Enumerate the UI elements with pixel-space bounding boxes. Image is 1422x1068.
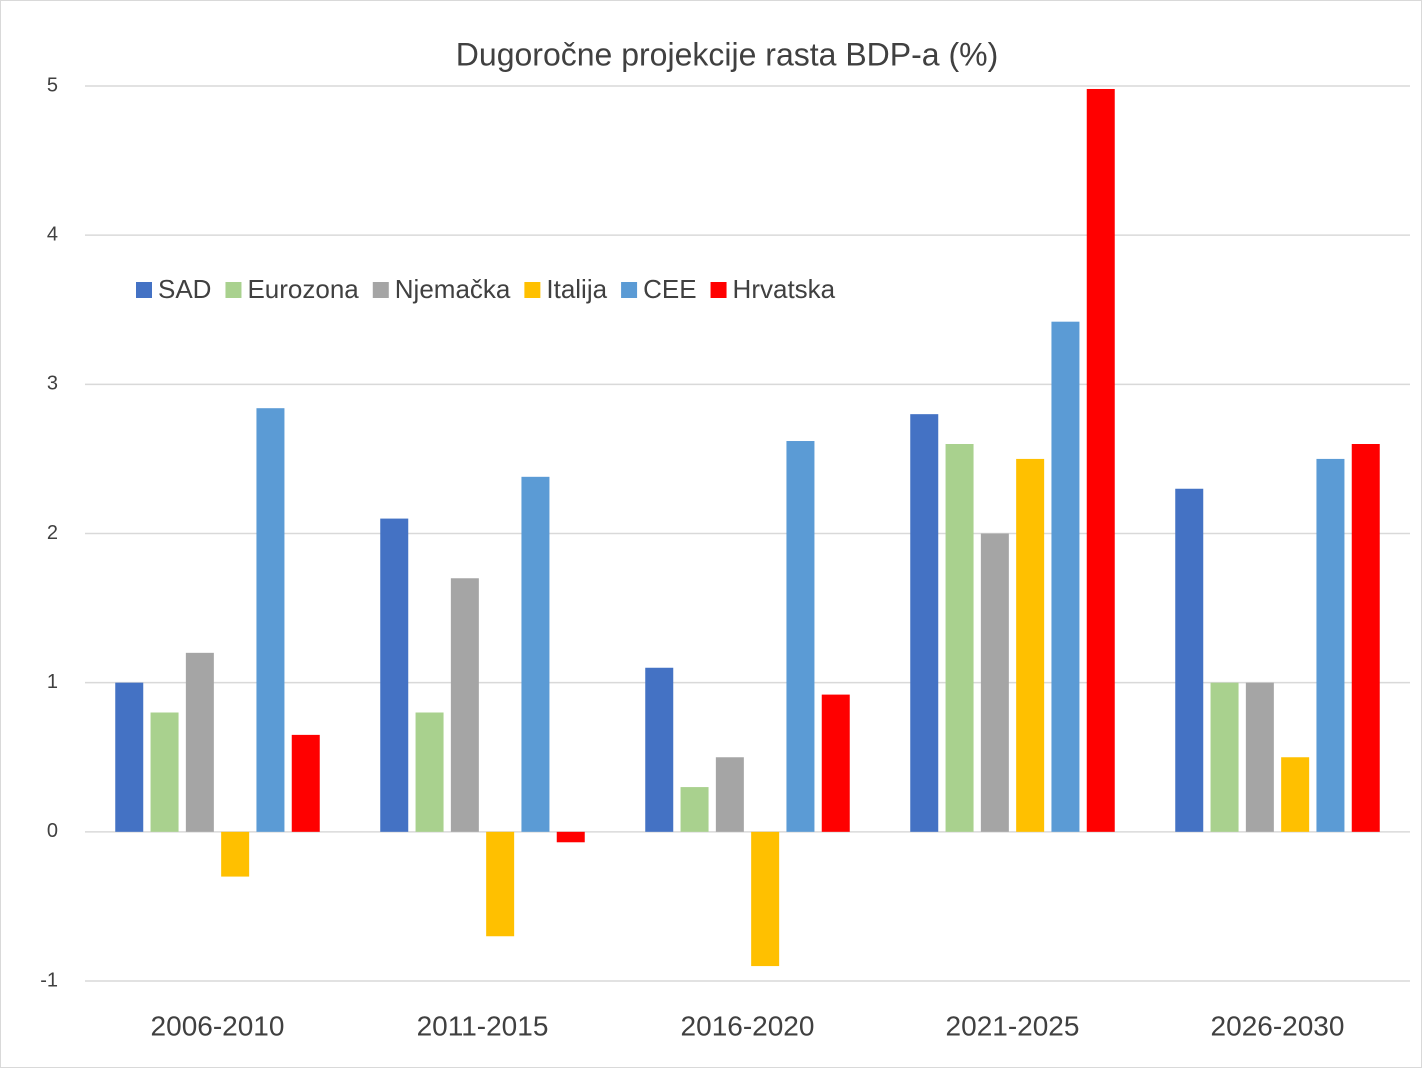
bar bbox=[115, 682, 144, 832]
bar bbox=[1210, 682, 1239, 832]
bar bbox=[380, 518, 409, 832]
bar bbox=[291, 734, 320, 832]
bar bbox=[221, 831, 250, 877]
y-tick-label: 3 bbox=[47, 373, 58, 395]
x-tick-label: 2011-2015 bbox=[417, 1010, 549, 1041]
chart-title: Dugoročne projekcije rasta BDP-a (%) bbox=[456, 36, 998, 72]
legend-label: Eurozona bbox=[247, 274, 359, 304]
bar bbox=[680, 787, 709, 832]
bar bbox=[256, 408, 285, 832]
bar bbox=[486, 831, 515, 937]
y-tick-label: -1 bbox=[40, 969, 58, 991]
bar bbox=[150, 712, 179, 832]
y-tick-label: 5 bbox=[47, 74, 58, 96]
x-tick-label: 2006-2010 bbox=[151, 1010, 285, 1041]
bar bbox=[821, 694, 850, 832]
legend-swatch bbox=[225, 282, 242, 298]
bar bbox=[786, 441, 815, 832]
bar bbox=[980, 533, 1009, 832]
legend-label: Italija bbox=[546, 274, 607, 304]
x-tick-label: 2021-2025 bbox=[946, 1010, 1080, 1041]
bar bbox=[521, 476, 550, 832]
bar bbox=[910, 414, 939, 832]
bar bbox=[1016, 458, 1045, 832]
legend-swatch bbox=[524, 282, 541, 298]
legend-swatch bbox=[136, 282, 152, 298]
bar bbox=[751, 831, 780, 967]
bar bbox=[415, 712, 444, 832]
bar bbox=[715, 757, 744, 832]
bar bbox=[1051, 321, 1080, 832]
bar bbox=[1281, 757, 1310, 832]
bar bbox=[450, 578, 479, 832]
legend-swatch bbox=[710, 282, 727, 298]
bar bbox=[185, 652, 214, 832]
bar bbox=[945, 444, 974, 832]
legend-swatch bbox=[621, 282, 638, 298]
bar bbox=[1245, 682, 1274, 832]
y-tick-label: 1 bbox=[47, 671, 58, 693]
x-tick-label: 2026-2030 bbox=[1211, 1010, 1345, 1041]
y-tick-label: 0 bbox=[47, 820, 58, 842]
legend-label: SAD bbox=[158, 274, 211, 304]
legend-swatch bbox=[372, 282, 389, 298]
legend-label: Njemačka bbox=[395, 274, 511, 304]
y-tick-label: 2 bbox=[47, 522, 58, 544]
bar bbox=[1086, 88, 1115, 832]
x-tick-label: 2016-2020 bbox=[681, 1010, 815, 1041]
legend-label: Hrvatska bbox=[733, 274, 836, 304]
bar bbox=[556, 831, 585, 843]
bar bbox=[1316, 458, 1345, 832]
bar bbox=[1175, 488, 1204, 832]
bar bbox=[1351, 444, 1380, 832]
bar bbox=[645, 667, 674, 832]
legend-label: CEE bbox=[643, 274, 696, 304]
y-tick-label: 4 bbox=[47, 223, 58, 245]
